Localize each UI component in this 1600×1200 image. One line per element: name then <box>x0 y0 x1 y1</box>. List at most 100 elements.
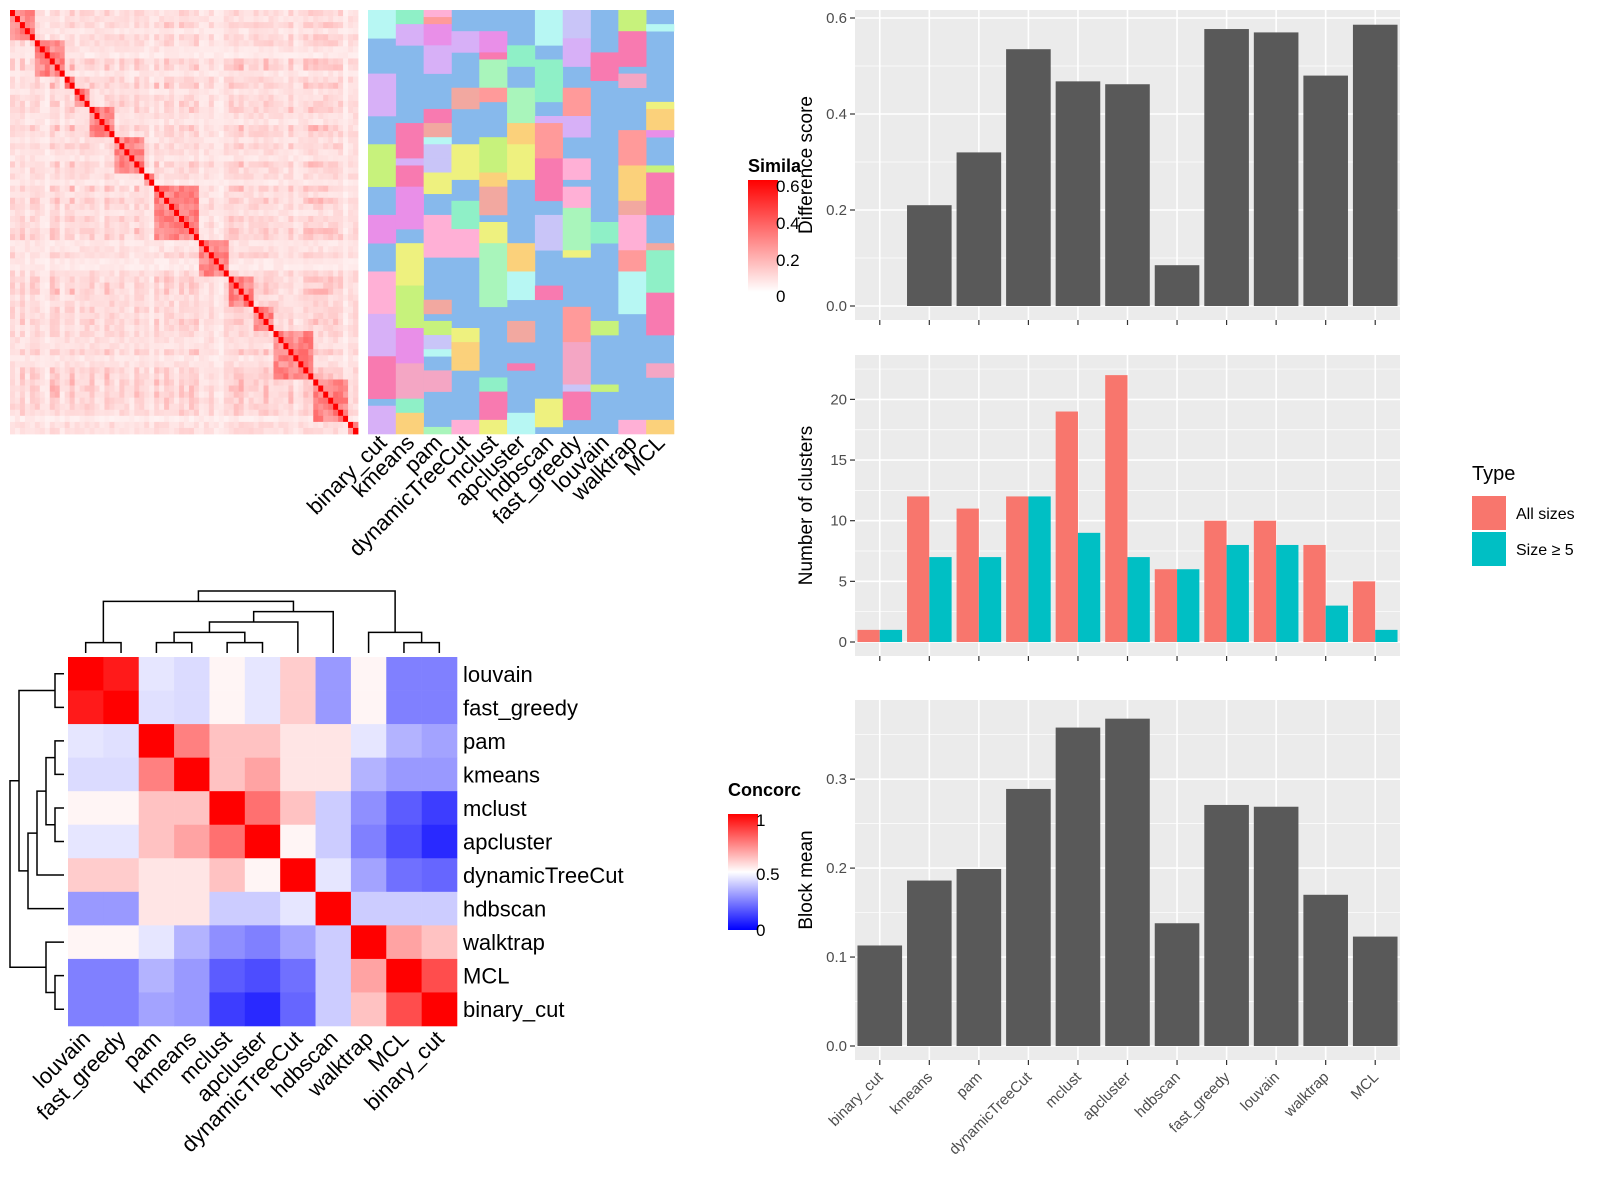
similarity-cell <box>129 246 135 253</box>
similarity-cell <box>24 40 31 47</box>
similarity-cell <box>293 373 299 380</box>
similarity-cell <box>298 288 304 296</box>
similarity-cell <box>283 58 289 65</box>
similarity-cell <box>218 355 225 362</box>
similarity-cell <box>59 427 66 435</box>
similarity-cell <box>184 94 190 102</box>
similarity-cell <box>228 203 235 211</box>
similarity-cell <box>283 276 289 283</box>
similarity-cell <box>338 367 344 374</box>
similarity-cell <box>243 264 250 271</box>
similarity-cell <box>29 112 36 120</box>
similarity-cell <box>298 258 304 265</box>
similarity-cell <box>149 264 155 271</box>
similarity-cell <box>193 46 200 53</box>
similarity-cell <box>54 427 61 435</box>
similarity-cell <box>268 88 274 96</box>
similarity-cell <box>144 300 150 308</box>
similarity-cell <box>139 379 145 386</box>
similarity-cell <box>218 234 225 241</box>
similarity-cell <box>179 161 185 168</box>
similarity-cell <box>154 409 160 417</box>
similarity-cell <box>288 294 294 302</box>
similarity-cell <box>198 197 205 205</box>
similarity-cell <box>263 106 269 114</box>
similarity-cell <box>69 324 76 332</box>
similarity-cell <box>179 88 185 96</box>
similarity-cell <box>69 415 76 423</box>
similarity-cell <box>198 10 205 17</box>
similarity-cell <box>54 361 61 368</box>
similarity-cell <box>139 427 145 435</box>
similarity-cell <box>203 258 210 265</box>
similarity-cell <box>238 149 245 156</box>
similarity-cell <box>124 106 130 114</box>
similarity-cell <box>308 403 314 411</box>
similarity-cell <box>154 34 160 41</box>
cluster-cell <box>395 412 424 435</box>
similarity-cell <box>213 149 220 156</box>
similarity-cell <box>263 264 269 271</box>
similarity-cell <box>129 397 135 405</box>
similarity-cell <box>10 409 16 417</box>
similarity-cell <box>338 312 344 320</box>
similarity-cell <box>198 52 205 59</box>
similarity-cell <box>164 215 170 223</box>
similarity-cell <box>303 409 309 417</box>
similarity-cell <box>39 288 46 296</box>
similarity-cell <box>49 276 56 283</box>
similarity-cell <box>278 82 284 90</box>
similarity-cell <box>313 119 319 126</box>
similarity-cell <box>144 143 150 150</box>
similarity-cell <box>74 312 80 320</box>
similarity-cell <box>243 155 250 162</box>
similarity-cell <box>228 270 235 277</box>
similarity-cell <box>273 373 279 380</box>
similarity-cell <box>84 349 90 356</box>
similarity-cell <box>94 119 100 126</box>
similarity-cell <box>318 16 324 23</box>
similarity-cell <box>323 337 329 344</box>
similarity-cell <box>193 149 200 156</box>
similarity-cell <box>268 161 274 168</box>
similarity-cell <box>149 149 155 156</box>
similarity-cell <box>253 379 259 386</box>
similarity-cell <box>59 306 66 314</box>
similarity-cell <box>124 282 130 290</box>
similarity-cell <box>333 318 339 326</box>
similarity-cell <box>273 16 279 23</box>
similarity-cell <box>169 343 175 350</box>
similarity-cell <box>288 161 294 168</box>
similarity-cell <box>59 155 66 162</box>
similarity-cell <box>104 306 110 314</box>
similarity-cell <box>193 76 200 84</box>
similarity-cell <box>238 240 245 247</box>
similarity-cell <box>24 82 31 90</box>
similarity-cell <box>233 155 240 162</box>
similarity-cell <box>54 173 61 180</box>
similarity-cell <box>223 385 230 392</box>
similarity-cell <box>49 209 56 217</box>
similarity-cell <box>193 397 200 405</box>
similarity-cell <box>184 276 190 283</box>
similarity-cell <box>328 179 334 187</box>
similarity-cell <box>34 318 41 326</box>
similarity-cell <box>198 228 205 235</box>
similarity-cell <box>203 82 210 90</box>
similarity-cell <box>34 312 41 320</box>
similarity-cell <box>238 34 245 41</box>
similarity-cell <box>24 191 31 199</box>
similarity-cell <box>114 161 120 168</box>
cluster-cell <box>562 116 591 138</box>
similarity-cell <box>39 246 46 253</box>
similarity-cell <box>184 318 190 326</box>
similarity-cell <box>144 294 150 302</box>
similarity-cell <box>79 306 85 314</box>
similarity-cell <box>39 52 46 59</box>
similarity-cell <box>318 421 324 429</box>
similarity-cell <box>34 64 41 71</box>
similarity-cell <box>89 264 95 271</box>
similarity-cell <box>283 88 289 96</box>
similarity-cell <box>343 379 349 386</box>
similarity-cell <box>238 28 245 35</box>
